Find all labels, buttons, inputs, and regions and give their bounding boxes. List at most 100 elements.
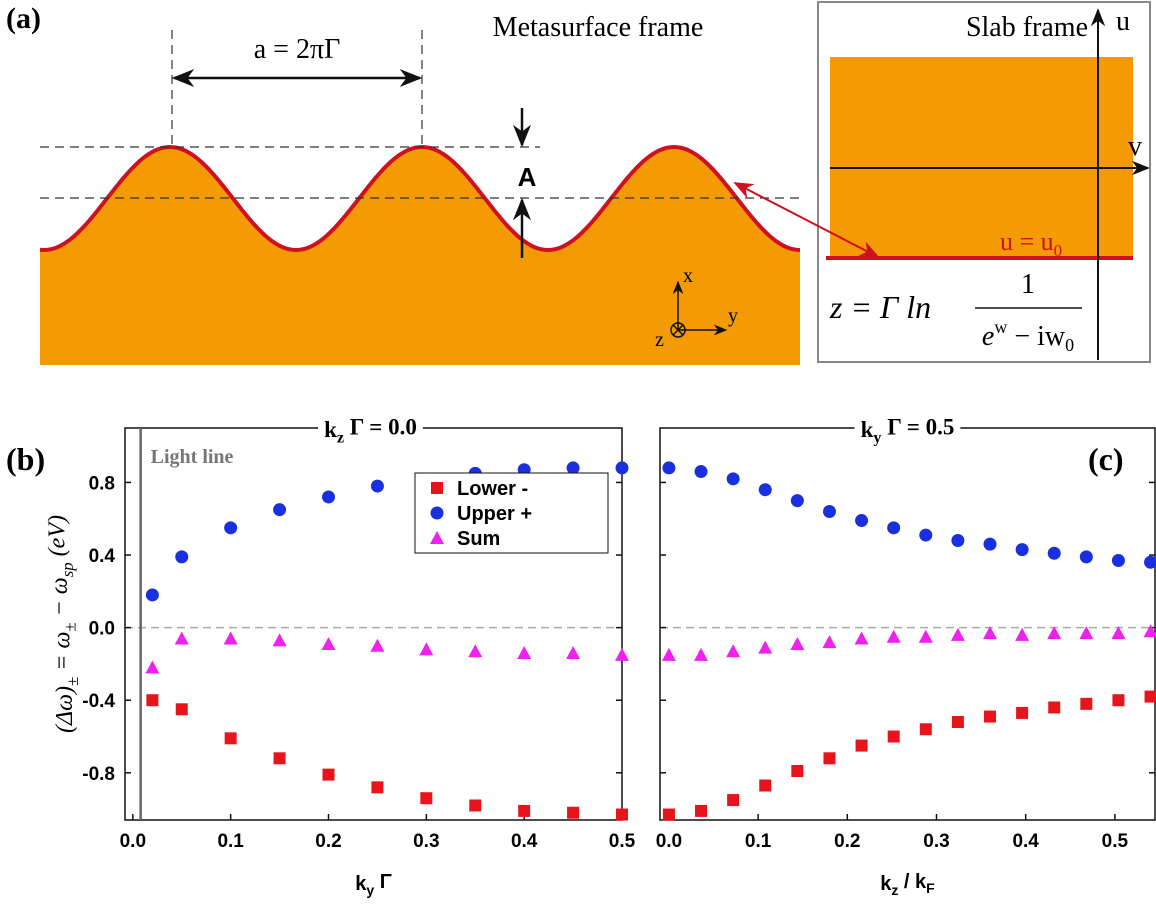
- text: k: [324, 417, 337, 442]
- text: − iw: [1007, 321, 1066, 352]
- marker: [469, 799, 482, 812]
- marker: [1144, 690, 1156, 703]
- text: Γ = 0.5: [881, 415, 954, 440]
- marker: [823, 752, 836, 765]
- y-tick-label: 0.8: [89, 473, 115, 494]
- panel-label: (b): [6, 441, 45, 477]
- map-arrow: [733, 182, 880, 258]
- marker: [1016, 706, 1029, 719]
- marker: [791, 765, 804, 777]
- formula: z = Γ ln: [829, 289, 931, 325]
- marker: [430, 531, 444, 544]
- marker: [224, 732, 237, 745]
- marker: [694, 465, 708, 479]
- text: sp: [58, 562, 77, 577]
- panel-a: (a) a = 2πΓ Metasurface frame A x y z Sl…: [6, 1, 1151, 365]
- marker: [1143, 624, 1156, 638]
- marker: [1048, 701, 1061, 714]
- y-tick-label: 0.0: [89, 619, 115, 640]
- marker: [983, 537, 997, 551]
- x-tick-label: 0.5: [1102, 831, 1129, 852]
- marker: [1079, 626, 1094, 640]
- guides: [40, 30, 800, 199]
- text: y: [873, 430, 881, 447]
- marker: [1015, 543, 1029, 557]
- x-tick-label: 0.3: [413, 831, 439, 852]
- marker: [790, 494, 804, 508]
- legend-label: Upper +: [457, 503, 532, 525]
- axis: [670, 322, 686, 338]
- marker: [694, 647, 709, 661]
- x-axis-label: kz / kF: [880, 871, 935, 898]
- marker: [1079, 550, 1093, 564]
- marker: [1111, 626, 1126, 640]
- marker: [1112, 694, 1125, 707]
- axis-label: y: [728, 305, 738, 327]
- title-bg: [854, 424, 961, 432]
- marker: [322, 768, 335, 781]
- marker: [854, 631, 869, 645]
- marker: [174, 631, 189, 645]
- marker: [616, 808, 628, 821]
- y-tick-label: 0.4: [89, 546, 116, 567]
- marker: [145, 660, 160, 674]
- text: Γ: [374, 871, 392, 893]
- x-tick-label: 0.3: [923, 831, 949, 852]
- text: ±: [60, 622, 79, 631]
- marker: [951, 716, 964, 728]
- legend-box: [414, 472, 609, 554]
- marker: [273, 752, 286, 765]
- marker: [1111, 553, 1125, 567]
- text: (eV): [44, 515, 70, 562]
- text: − ω: [47, 577, 73, 622]
- marker: [1047, 626, 1062, 640]
- marker: [566, 461, 580, 475]
- x-tick-label: 0.0: [120, 831, 146, 852]
- marker: [273, 503, 287, 517]
- marker: [517, 646, 532, 660]
- marker: [887, 521, 901, 535]
- marker: [370, 638, 385, 652]
- marker: [224, 521, 238, 535]
- marker: [566, 646, 581, 660]
- text: / k: [898, 871, 927, 893]
- marker: [175, 550, 189, 564]
- legend-label: Lower -: [457, 478, 528, 500]
- marker: [272, 633, 287, 647]
- marker: [983, 626, 997, 640]
- marker: [430, 506, 444, 520]
- panel-label: (c): [1088, 441, 1124, 477]
- panel-label: (a): [6, 2, 41, 35]
- right-title: Slab frame: [966, 12, 1088, 43]
- x-tick-label: 0.2: [834, 831, 860, 852]
- marker: [468, 644, 483, 658]
- chart-title: kz Γ = 0.0: [324, 415, 417, 447]
- axis-label: v: [1128, 131, 1142, 162]
- x-axis-label: ky Γ: [355, 871, 392, 898]
- marker: [950, 627, 965, 641]
- marker: [145, 588, 159, 602]
- marker: [615, 461, 629, 475]
- marker: [727, 794, 740, 807]
- marker: [855, 739, 868, 752]
- text: u = u: [1000, 227, 1054, 256]
- text: w: [994, 317, 1007, 337]
- chart-title: ky Γ = 0.5: [861, 415, 955, 447]
- text: k: [880, 873, 892, 895]
- metasurface: [40, 147, 800, 365]
- marker: [1080, 697, 1093, 710]
- marker: [1144, 555, 1156, 569]
- marker: [758, 640, 773, 654]
- plot-frame: [659, 427, 1156, 821]
- text: y: [366, 882, 374, 898]
- x-tick-label: 0.1: [745, 831, 772, 852]
- marker: [919, 528, 933, 542]
- marker: [886, 629, 901, 643]
- marker: [822, 504, 836, 518]
- text: z: [891, 882, 898, 898]
- marker: [321, 636, 336, 650]
- text: 0: [1054, 241, 1063, 260]
- marker: [790, 636, 805, 650]
- marker: [431, 482, 443, 494]
